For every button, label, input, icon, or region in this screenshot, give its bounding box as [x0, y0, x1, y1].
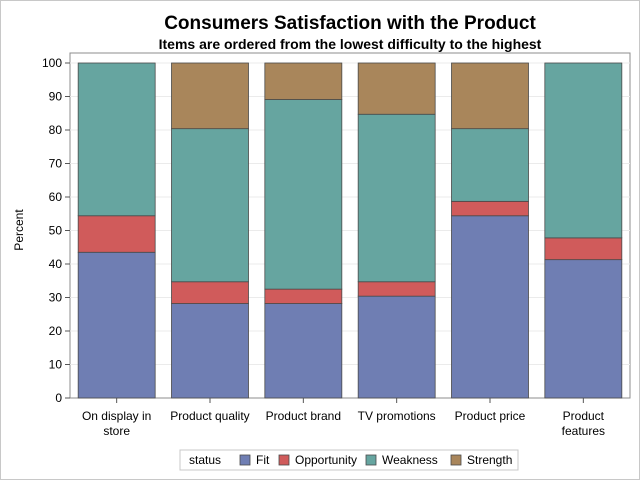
legend-swatch-weakness: [365, 454, 377, 466]
bar-strength-3: [357, 62, 436, 115]
bar-weakness-2: [264, 99, 343, 290]
bar-fit-3: [357, 295, 436, 399]
bar-fit-4: [451, 215, 529, 399]
y-tick-label: 90: [49, 90, 63, 104]
x-tick-label-line: Product brand: [266, 409, 341, 423]
bar-weakness-5: [544, 62, 623, 239]
legend-label-strength: Strength: [467, 453, 512, 467]
bar-opportunity-1: [171, 281, 249, 304]
x-tick-label-line: Product price: [455, 409, 526, 423]
x-tick-label: Product features: [562, 409, 605, 438]
bar-opportunity-5: [544, 237, 623, 261]
bar-strength-1: [171, 62, 249, 130]
bar-opportunity-4: [451, 200, 529, 217]
y-axis-label: Percent: [12, 209, 26, 251]
x-tick-label: Product price: [455, 409, 526, 423]
x-tick-label-line: Product: [563, 409, 605, 423]
x-tick-label: On display in store: [82, 409, 151, 438]
bar-weakness-1: [171, 128, 249, 283]
bar-strength-2: [264, 62, 343, 100]
x-tick-label-line: On display in: [82, 409, 151, 423]
bar-fit-5: [544, 259, 623, 399]
legend-label-opportunity: Opportunity: [295, 453, 357, 467]
bar-weakness-4: [451, 128, 529, 202]
y-tick-label: 30: [49, 291, 63, 305]
bar-fit-2: [264, 303, 343, 399]
y-tick-label: 70: [49, 157, 63, 171]
x-tick-label-line: Product quality: [170, 409, 249, 423]
legend-box: [179, 449, 519, 471]
bar-opportunity-2: [264, 288, 343, 304]
legend-swatch-fit: [239, 454, 251, 466]
x-tick-label: Product quality: [170, 409, 249, 423]
bar-weakness-3: [357, 113, 436, 283]
legend-label-fit: Fit: [256, 453, 270, 467]
y-tick-label: 10: [49, 358, 63, 372]
y-tick-label: 60: [49, 190, 63, 204]
legend-label-weakness: Weakness: [382, 453, 438, 467]
y-tick-label: 80: [49, 123, 63, 137]
bar-opportunity-3: [357, 281, 436, 297]
y-tick-label: 100: [42, 56, 62, 70]
bar-fit-1: [171, 303, 249, 399]
x-tick-label: Product brand: [266, 409, 341, 423]
chart-subtitle: Items are ordered from the lowest diffic…: [159, 36, 542, 52]
x-tick-label-line: features: [562, 424, 605, 438]
bar-opportunity-0: [77, 215, 156, 253]
chart-title: Consumers Satisfaction with the Product: [164, 13, 536, 34]
bar-strength-4: [451, 62, 529, 130]
y-tick-label: 50: [49, 224, 63, 238]
y-tick-label: 0: [55, 391, 62, 405]
legend-swatch-strength: [450, 454, 462, 466]
plot-area: [69, 52, 631, 399]
y-tick-label: 40: [49, 257, 63, 271]
bar-weakness-0: [77, 62, 156, 217]
legend-swatch-opportunity: [278, 454, 290, 466]
x-tick-label-line: store: [103, 424, 130, 438]
y-tick-label: 20: [49, 324, 63, 338]
legend-title: status: [189, 453, 221, 467]
x-tick-label-line: TV promotions: [358, 409, 436, 423]
x-tick-label: TV promotions: [358, 409, 436, 423]
bar-fit-0: [77, 251, 156, 399]
